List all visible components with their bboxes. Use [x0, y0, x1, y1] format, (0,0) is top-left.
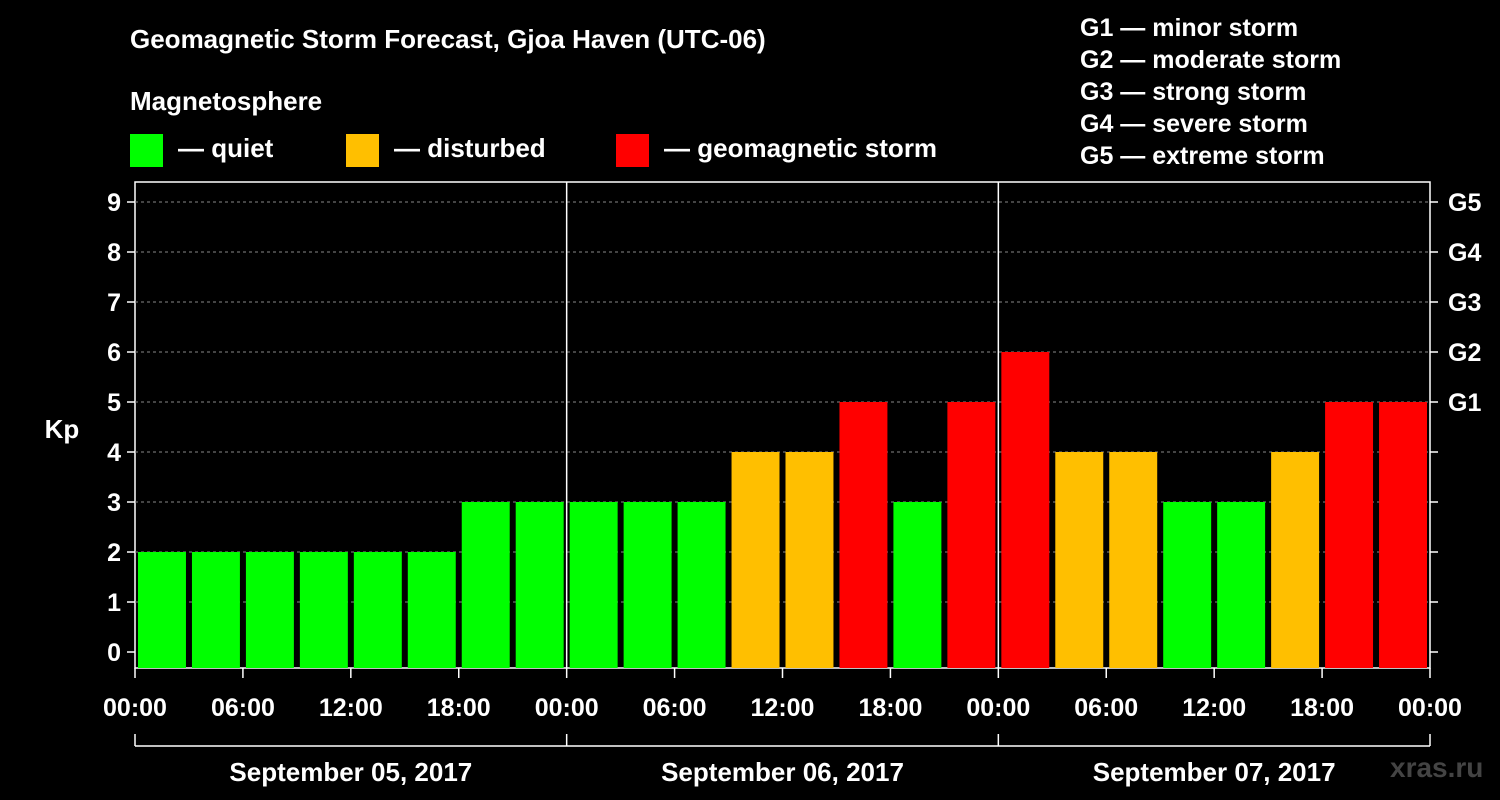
kp-bar — [1271, 452, 1320, 668]
y-tick-label: 2 — [107, 539, 121, 567]
g-legend-item: G2 — moderate storm — [1080, 46, 1342, 74]
x-tick-label: 18:00 — [1290, 694, 1354, 722]
legend-label-quiet: — quiet — [178, 133, 274, 163]
g-scale-legend: G1 — minor storm G2 — moderate storm G3 … — [1080, 12, 1341, 172]
kp-bar — [1055, 452, 1104, 668]
kp-bar — [569, 502, 618, 668]
kp-bar — [515, 502, 564, 668]
x-tick-label: 18:00 — [427, 694, 491, 722]
kp-bar — [947, 402, 996, 668]
y-tick-label: 9 — [107, 189, 121, 217]
kp-bar — [1217, 502, 1266, 668]
x-tick-label: 06:00 — [1074, 694, 1138, 722]
x-tick-label: 06:00 — [643, 694, 707, 722]
date-label: September 06, 2017 — [661, 757, 904, 787]
y-tick-label: 1 — [107, 589, 121, 617]
y-tick-label: 7 — [107, 289, 121, 317]
x-tick-label: 00:00 — [535, 694, 599, 722]
legend-swatch-storm — [616, 134, 649, 167]
kp-bar — [677, 502, 726, 668]
kp-bar — [407, 552, 456, 668]
x-tick-label: 00:00 — [966, 694, 1030, 722]
y-tick-label: 0 — [107, 639, 121, 667]
kp-bar — [1163, 502, 1212, 668]
y-axis-label: Kp — [45, 414, 80, 444]
g-legend-item: G4 — severe storm — [1080, 110, 1308, 138]
g-legend-item: G5 — extreme storm — [1080, 142, 1325, 170]
magnetosphere-label: Magnetosphere — [130, 86, 323, 116]
legend-swatch-quiet — [130, 134, 163, 167]
x-tick-label: 06:00 — [211, 694, 275, 722]
kp-bar — [138, 552, 186, 668]
y-tick-label: 4 — [107, 439, 121, 467]
x-tick-label: 18:00 — [858, 694, 922, 722]
y-tick-label: 3 — [107, 489, 121, 517]
kp-bar — [299, 552, 348, 668]
watermark: xras.ru — [1390, 752, 1484, 783]
x-tick-label: 12:00 — [319, 694, 383, 722]
kp-bar — [893, 502, 942, 668]
g-legend-item: G1 — minor storm — [1080, 14, 1299, 42]
kp-bar — [839, 402, 888, 668]
x-tick-label: 00:00 — [103, 694, 167, 722]
kp-bar — [245, 552, 294, 668]
g-scale-label: G4 — [1448, 239, 1481, 267]
chart-title: Geomagnetic Storm Forecast, Gjoa Haven (… — [130, 24, 766, 54]
x-tick-label: 12:00 — [751, 694, 815, 722]
legend-swatch-disturbed — [346, 134, 379, 167]
kp-bar — [191, 552, 240, 668]
kp-bar — [623, 502, 672, 668]
g-scale-label: G1 — [1448, 389, 1481, 417]
kp-bar — [461, 502, 510, 668]
x-tick-label: 00:00 — [1398, 694, 1462, 722]
kp-bar — [785, 452, 834, 668]
kp-bar — [1379, 402, 1427, 668]
y-tick-label: 6 — [107, 339, 121, 367]
date-label: September 07, 2017 — [1093, 757, 1336, 787]
x-tick-label: 12:00 — [1182, 694, 1246, 722]
y-tick-label: 8 — [107, 239, 121, 267]
legend-label-disturbed: — disturbed — [394, 133, 546, 163]
date-label: September 05, 2017 — [229, 757, 472, 787]
kp-bar — [353, 552, 402, 668]
g-scale-label: G2 — [1448, 339, 1481, 367]
g-legend-item: G3 — strong storm — [1080, 78, 1307, 106]
kp-bar — [1001, 352, 1050, 668]
y-tick-label: 5 — [107, 389, 121, 417]
kp-bar — [731, 452, 780, 668]
g-scale-label: G5 — [1448, 189, 1481, 217]
g-scale-label: G3 — [1448, 289, 1481, 317]
kp-bar — [1109, 452, 1158, 668]
kp-bar — [1325, 402, 1374, 668]
legend-label-storm: — geomagnetic storm — [664, 133, 938, 163]
